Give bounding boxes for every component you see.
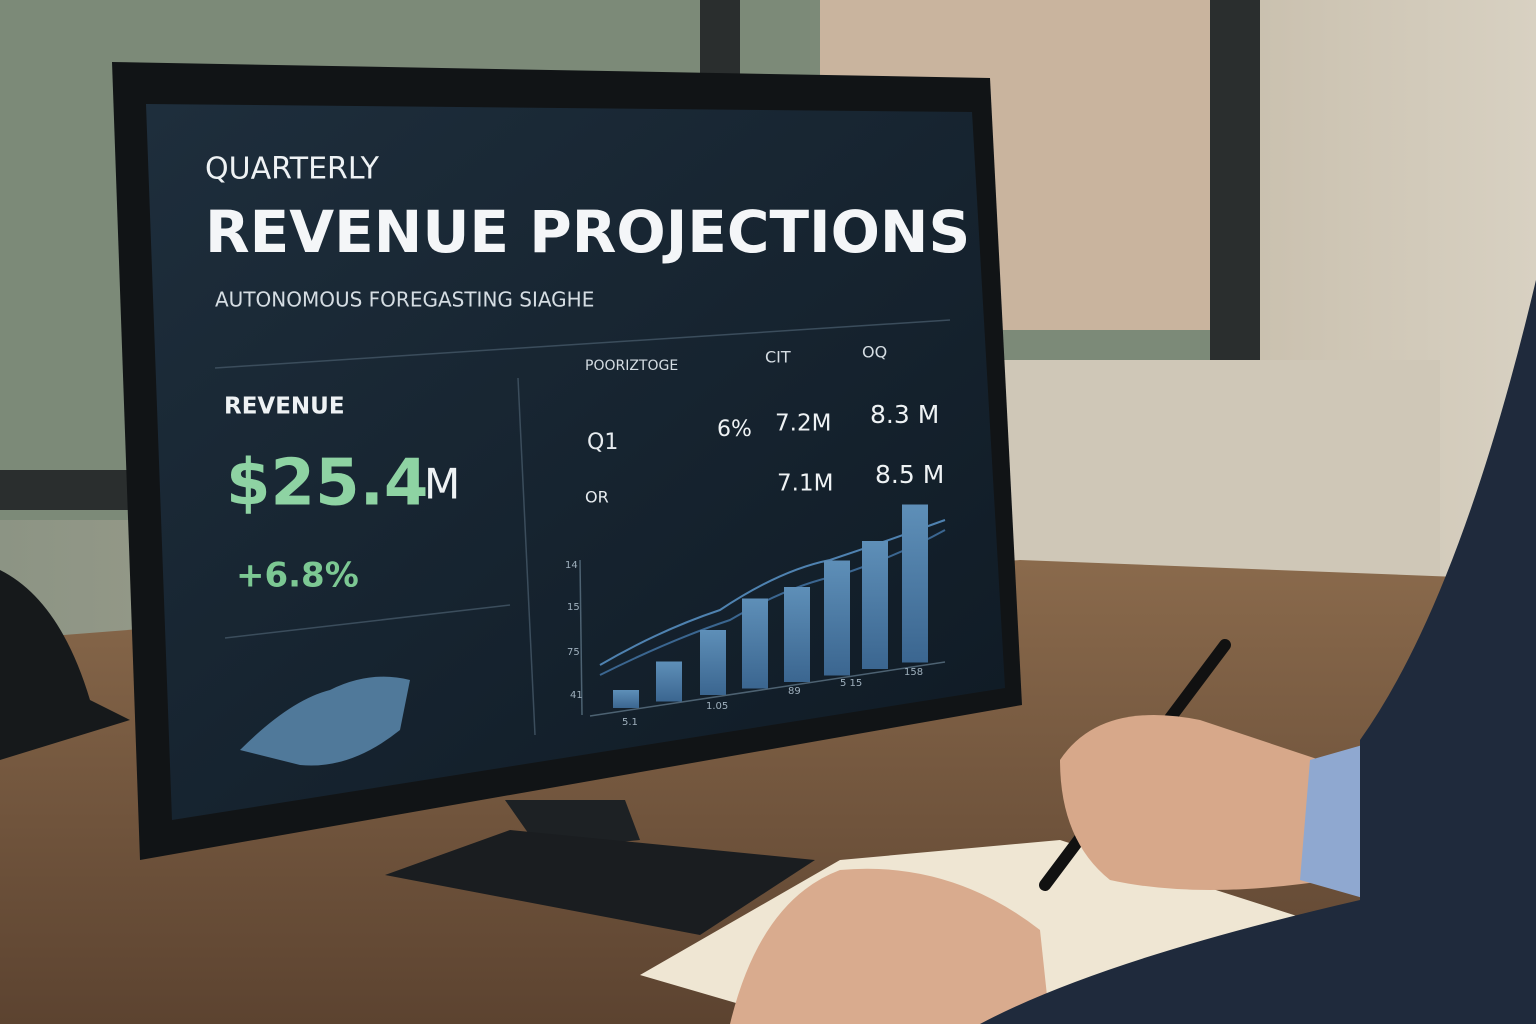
chart-axis — [589, 661, 946, 717]
y-axis-label: 41 — [570, 690, 583, 701]
monitor-base — [385, 830, 815, 935]
table-cell: 8.5 M — [875, 460, 944, 489]
x-axis-label: 158 — [904, 667, 923, 678]
divider — [214, 319, 951, 369]
screen-content: QUARTERLY REVENUE PROJECTIONS AUTONOMOUS F… — [205, 152, 970, 729]
x-axis-label: 89 — [788, 686, 801, 697]
revenue-label: REVENUE — [224, 394, 345, 420]
trend-line — [599, 519, 946, 666]
row-label: OR — [585, 488, 609, 507]
window-frame — [1210, 0, 1260, 370]
revenue-change: +6.8% — [236, 556, 359, 596]
title: REVENUE PROJECTIONS — [205, 198, 970, 266]
x-axis-label: 1.05 — [706, 701, 728, 712]
x-axis-label: 5.1 — [622, 717, 638, 728]
divider — [224, 604, 511, 639]
table-cell: 7.1M — [777, 471, 833, 497]
kicker: QUARTERLY — [205, 152, 380, 187]
bar — [656, 661, 682, 702]
table-header: OQ — [862, 343, 887, 362]
hand — [730, 868, 1050, 1024]
chart-axis — [579, 559, 583, 716]
y-axis-label: 15 — [567, 602, 580, 613]
bar — [902, 504, 928, 663]
hand — [1060, 715, 1330, 890]
table-cell: 7.2M — [775, 411, 831, 437]
bar — [613, 690, 639, 708]
bar — [742, 598, 768, 689]
bar — [784, 587, 810, 682]
y-axis-label: 14 — [565, 560, 578, 571]
bar — [824, 560, 850, 676]
trend-line — [599, 529, 946, 676]
divider — [517, 377, 536, 736]
table-header: CIT — [765, 348, 791, 367]
subtitle: AUTONOMOUS FOREGASTING SIAGHE — [215, 288, 594, 312]
bar — [700, 630, 726, 695]
revenue-unit: M — [424, 460, 460, 509]
suit — [980, 280, 1536, 1024]
bar — [862, 541, 888, 669]
y-axis-label: 75 — [567, 647, 580, 658]
x-axis-label: 5 15 — [840, 678, 862, 689]
sill — [1000, 360, 1440, 580]
phone — [0, 570, 130, 760]
table-header: POORIZTOGE — [585, 358, 678, 374]
table-cell: 8.3 M — [870, 400, 939, 429]
revenue-amount: $25.4 — [226, 447, 428, 521]
row-label: Q1 — [587, 430, 618, 455]
table-cell: 6% — [717, 417, 752, 442]
area-chart — [240, 676, 410, 766]
